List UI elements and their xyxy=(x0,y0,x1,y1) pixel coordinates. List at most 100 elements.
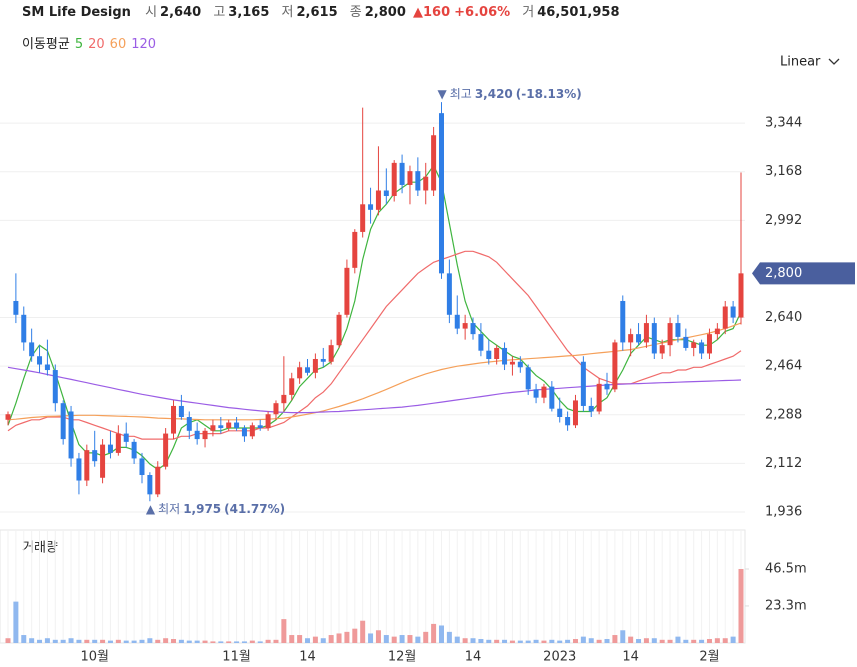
volume-bar xyxy=(273,639,279,643)
volume-bar xyxy=(706,639,712,643)
volume-bar xyxy=(667,639,673,643)
volume-bar xyxy=(320,638,326,643)
candle-body xyxy=(502,347,508,365)
candle-body xyxy=(115,433,121,453)
candle-body xyxy=(5,414,11,420)
volume-bar xyxy=(234,641,240,643)
volume-bar xyxy=(21,635,27,643)
candle-body xyxy=(123,433,129,442)
stat-label: 고 xyxy=(213,5,225,20)
volume-bar xyxy=(52,639,58,643)
candle-body xyxy=(100,444,106,478)
legend-entry: 60 xyxy=(110,37,127,52)
candle-body xyxy=(375,190,381,210)
candle-body xyxy=(186,416,192,431)
volume-bar xyxy=(478,639,484,643)
y-tick-label: 2,464 xyxy=(765,359,802,374)
candle-body xyxy=(580,361,586,406)
volume-bar xyxy=(438,625,444,643)
candle-body xyxy=(588,405,594,412)
y-tick-label: 2,640 xyxy=(765,310,802,325)
volume-value: 46,501,958 xyxy=(537,5,619,20)
volume-bar xyxy=(305,638,311,643)
volume-bar xyxy=(265,639,271,643)
candle-body xyxy=(565,416,571,426)
volume-bar xyxy=(612,635,618,643)
volume-bar xyxy=(241,641,247,643)
scale-selector[interactable]: Linear xyxy=(780,55,840,70)
annotation-change: (41.77%) xyxy=(224,502,285,516)
volume-bar xyxy=(312,636,318,643)
y-tick-label: 2,288 xyxy=(765,407,802,422)
chevron[interactable] xyxy=(828,58,840,65)
scale-label[interactable]: Linear xyxy=(780,55,821,70)
volume-pane xyxy=(0,529,746,644)
volume-bar xyxy=(257,641,263,643)
volume-bar xyxy=(691,639,697,643)
y-tick-label: 3,344 xyxy=(765,116,802,131)
candle-body xyxy=(226,422,232,429)
volume-bar xyxy=(431,623,437,643)
candle-body xyxy=(675,323,681,337)
volume-bar xyxy=(226,641,232,643)
legend-entry: 20 xyxy=(88,37,105,52)
volume-bar xyxy=(37,639,43,643)
volume-bar xyxy=(92,639,98,643)
header: SM Life Design 시 2,640 고 3,165 저 2,615 종 2,8… xyxy=(22,5,620,20)
candle-body xyxy=(691,342,697,348)
candle-body xyxy=(612,342,618,390)
candle-body xyxy=(155,466,161,495)
annotation-label: 3,420 xyxy=(475,87,513,101)
volume-bar xyxy=(297,635,303,643)
volume-bar xyxy=(454,636,460,643)
candle-body xyxy=(533,389,539,398)
candle-body xyxy=(13,300,19,315)
volume-bar xyxy=(375,630,381,643)
volume-bar xyxy=(714,638,720,643)
annotation-marker: ▼ xyxy=(437,87,447,101)
volume-bar xyxy=(659,639,665,643)
volume-bar xyxy=(588,638,594,643)
volume-bar xyxy=(683,639,689,643)
candle-body xyxy=(194,430,200,440)
volume-bar xyxy=(360,620,366,643)
candle-body xyxy=(202,430,208,440)
volume-bar xyxy=(44,638,50,643)
volume-bar xyxy=(549,639,555,643)
moving-average-line xyxy=(7,322,742,421)
stat-label: 저 xyxy=(282,5,294,20)
stat-value: 3,165 xyxy=(228,5,269,20)
volume-bar xyxy=(383,635,389,643)
candle-body xyxy=(265,414,271,429)
annotation-label: 1,975 xyxy=(183,502,221,516)
candle-body xyxy=(336,314,342,346)
volume-bar xyxy=(738,568,744,643)
candle-body xyxy=(131,441,137,459)
legend-entry: 5 xyxy=(75,37,83,52)
candle-body xyxy=(541,386,547,398)
volume-bar xyxy=(249,640,255,643)
volume-bar xyxy=(218,641,224,643)
volume-bar xyxy=(368,633,374,643)
change-pct: +6.06% xyxy=(454,5,510,20)
candle-body xyxy=(478,334,484,351)
volume-bar xyxy=(391,636,397,643)
candle-body xyxy=(68,411,74,459)
volume-bar xyxy=(565,639,571,643)
candle-body xyxy=(454,314,460,329)
candle-body xyxy=(21,314,27,343)
volume-bar xyxy=(572,639,578,643)
volume-tick-label: 46.5m xyxy=(765,561,807,576)
volume-bar xyxy=(517,640,523,643)
volume-bar xyxy=(76,639,82,643)
volume-bar xyxy=(210,641,216,643)
candle-body xyxy=(281,394,287,404)
x-tick-label: 14 xyxy=(465,650,482,665)
candle-body xyxy=(438,113,444,274)
candle-body xyxy=(494,347,500,359)
candle-body xyxy=(147,475,153,495)
extreme-annotation: ▼ 최고 3,420 (-18.13%) xyxy=(437,87,581,101)
legend-title: 이동평균 xyxy=(22,37,70,52)
candle-body xyxy=(415,171,421,191)
stat-label: 시 xyxy=(145,5,157,20)
